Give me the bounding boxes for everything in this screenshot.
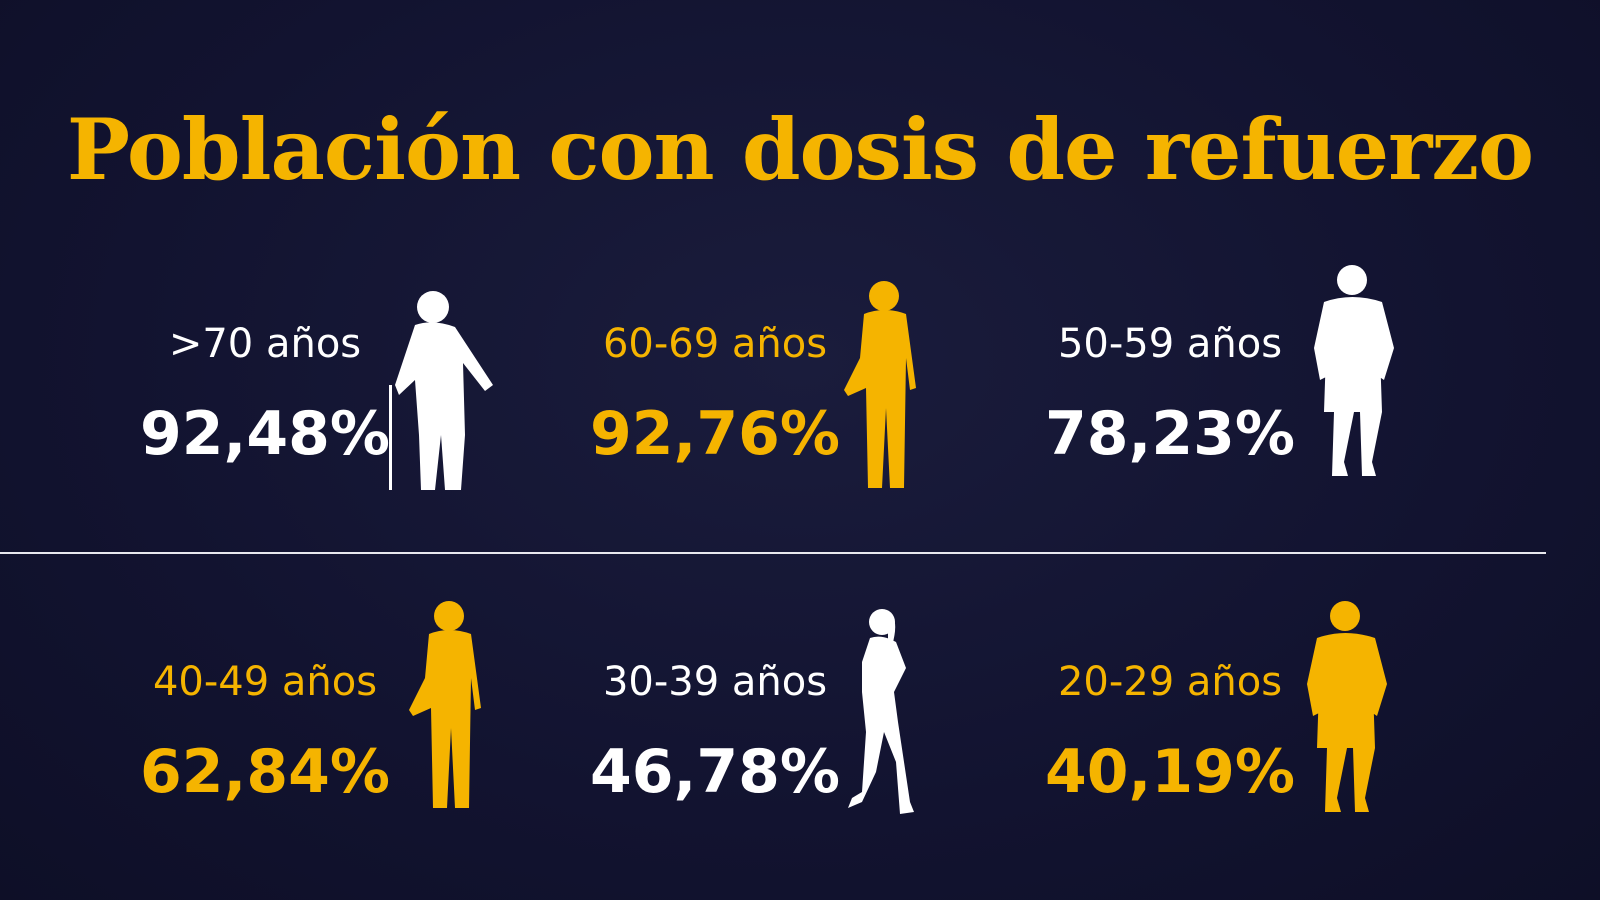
age-group-label: 20-29 años [1057, 659, 1283, 705]
age-group-label: >70 años [168, 321, 362, 367]
age-group-stat: >70 años 92,48% [125, 320, 405, 470]
age-group-label: 30-39 años [602, 659, 828, 705]
elderly-with-cane-silhouette-icon [385, 285, 495, 509]
age-group-label: 50-59 años [1057, 321, 1283, 367]
man-in-shorts-silhouette-icon [1310, 262, 1420, 486]
booster-percentage: 62,84% [140, 737, 390, 807]
age-group-stat: 20-29 años 40,19% [1030, 658, 1310, 808]
page-title: Población con dosis de refuerzo [66, 100, 1534, 199]
age-group-stat: 40-49 años 62,84% [125, 658, 405, 808]
booster-percentage: 92,48% [140, 399, 390, 469]
age-group-stat: 30-39 años 46,78% [575, 658, 855, 808]
age-group-stat: 60-69 años 92,76% [575, 320, 855, 470]
young-man-silhouette-icon [1303, 598, 1413, 822]
booster-percentage: 46,78% [590, 737, 840, 807]
booster-percentage: 92,76% [590, 399, 840, 469]
man-in-jacket-silhouette-icon [405, 598, 515, 822]
row-divider [0, 552, 1546, 554]
booster-percentage: 78,23% [1045, 399, 1295, 469]
woman-silhouette-icon [848, 602, 958, 826]
age-group-stat: 50-59 años 78,23% [1030, 320, 1310, 470]
older-man-silhouette-icon [840, 278, 950, 502]
age-group-label: 60-69 años [602, 321, 828, 367]
booster-percentage: 40,19% [1045, 737, 1295, 807]
age-group-label: 40-49 años [152, 659, 378, 705]
